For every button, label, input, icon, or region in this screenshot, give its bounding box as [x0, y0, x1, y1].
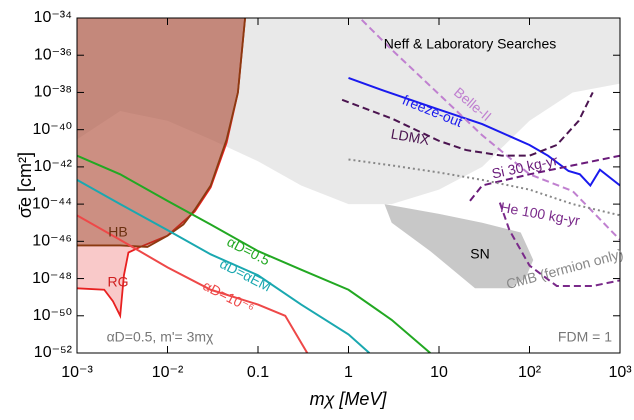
y-tick-label: 10⁻⁵² — [34, 344, 73, 361]
series-line — [498, 202, 620, 287]
annotation: αD=0.5, m'= 3mχ — [107, 329, 214, 345]
series-label: LDMX — [390, 125, 432, 148]
y-tick-label: 10⁻⁴⁴ — [32, 195, 72, 212]
series-line — [361, 19, 620, 241]
series-line — [341, 92, 594, 157]
series-line — [469, 154, 620, 202]
y-tick-label: 10⁻³⁶ — [34, 46, 72, 63]
y-tick-label: 10⁻⁵⁰ — [33, 307, 72, 324]
series-line — [348, 77, 620, 188]
x-tick-label: 10⁻³ — [61, 364, 93, 381]
x-tick-label: 10⁻² — [152, 364, 184, 381]
y-tick-label: 10⁻³⁸ — [34, 84, 72, 101]
region — [77, 18, 246, 247]
region — [77, 18, 246, 316]
y-axis-label: σ̄e [cm²] — [15, 152, 35, 218]
region — [77, 18, 620, 205]
region-boundary — [77, 18, 246, 248]
region — [384, 204, 534, 289]
region-label: RG — [108, 274, 129, 290]
annotation: FDM = 1 — [558, 329, 612, 345]
series-line — [77, 214, 309, 353]
region-label: HB — [108, 224, 127, 240]
plot-area — [77, 18, 620, 353]
region-label: SN — [470, 246, 489, 262]
series-line — [77, 179, 371, 353]
x-tick-label: 10² — [518, 364, 542, 381]
y-tick-label: 10⁻⁴⁰ — [32, 121, 72, 138]
y-tick-label: 10⁻⁴² — [34, 158, 73, 175]
y-tick-label: 10⁻³⁴ — [34, 9, 73, 26]
x-tick-label: 10 — [430, 364, 448, 381]
series-line — [77, 154, 431, 353]
series-line — [348, 158, 620, 217]
x-tick-label: 0.1 — [247, 364, 269, 381]
region-label: Neff & Laboratory Searches — [384, 36, 557, 52]
y-tick-label: 10⁻⁴⁸ — [32, 270, 72, 287]
x-tick-label: 1 — [344, 364, 353, 381]
y-tick-label: 10⁻⁴⁶ — [32, 233, 72, 250]
x-tick-label: 10³ — [608, 364, 632, 381]
x-axis-label: mχ [MeV] — [310, 389, 388, 409]
